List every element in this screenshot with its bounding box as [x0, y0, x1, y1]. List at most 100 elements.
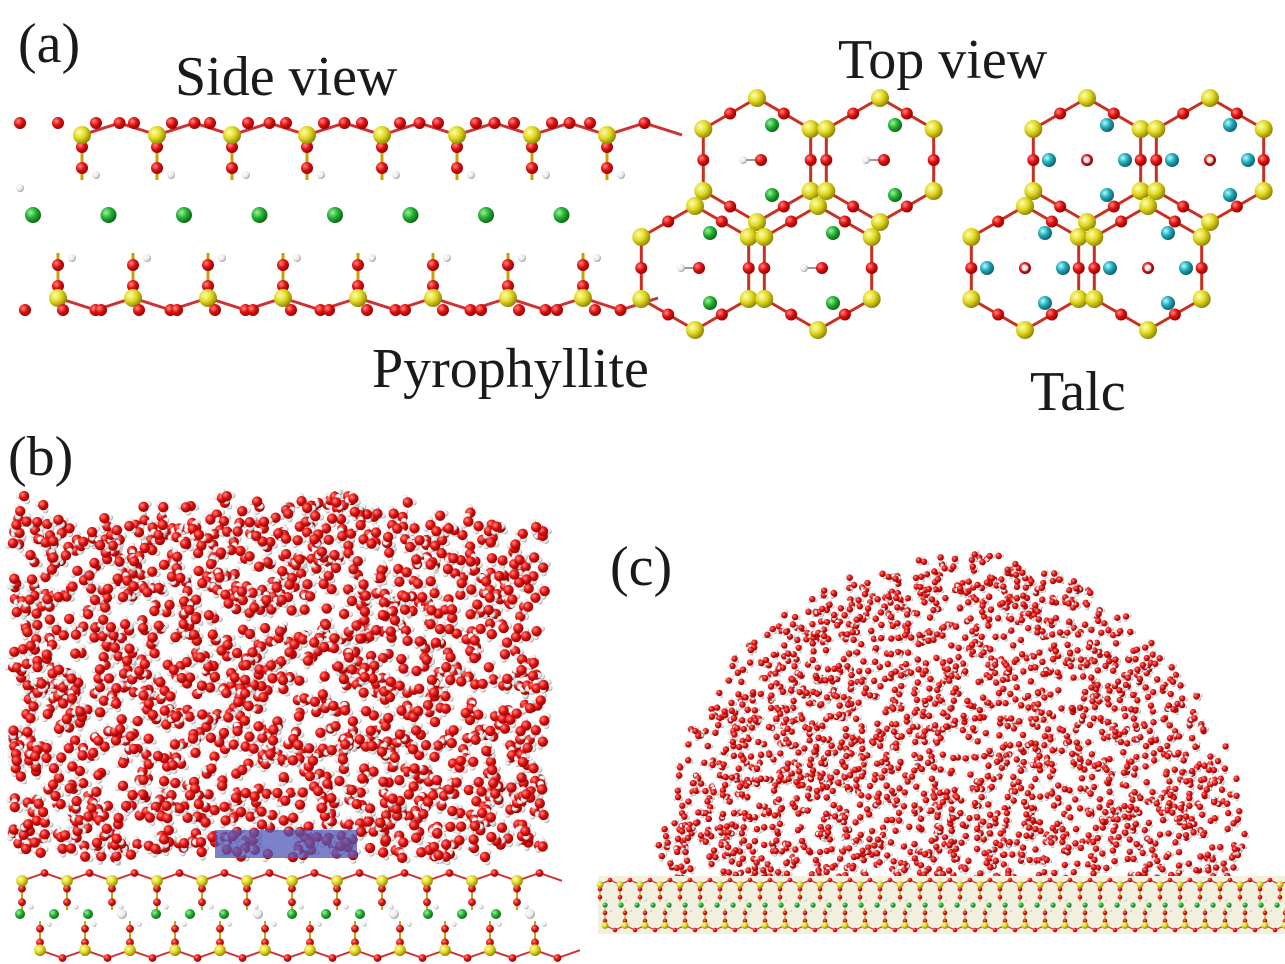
atom [1118, 153, 1132, 167]
atom [481, 746, 491, 756]
atom [448, 553, 458, 563]
atom [219, 516, 229, 526]
atom [441, 703, 451, 713]
atom [196, 847, 206, 857]
atom [1132, 120, 1150, 138]
atom [338, 754, 348, 764]
atom [847, 201, 859, 213]
atom [50, 791, 60, 801]
atom [451, 777, 461, 787]
atom [25, 713, 35, 723]
atom [140, 659, 150, 669]
atom [839, 216, 851, 228]
atom [158, 502, 168, 512]
atom [466, 584, 476, 594]
atom [162, 813, 172, 823]
atom [100, 602, 110, 612]
atom [1241, 153, 1255, 167]
atom [71, 630, 81, 640]
atom [59, 630, 69, 640]
atom [1135, 154, 1147, 166]
atom [427, 259, 439, 271]
atom [350, 507, 360, 517]
atom [536, 695, 546, 705]
atom [348, 493, 358, 503]
atom [1115, 309, 1127, 321]
atom [253, 721, 263, 731]
atom [73, 126, 91, 144]
atom [317, 171, 325, 179]
atom [206, 763, 216, 773]
atom [104, 673, 114, 683]
atom [445, 652, 455, 662]
atom [178, 619, 188, 629]
atom [330, 721, 340, 731]
atom [866, 262, 878, 274]
atom [589, 304, 601, 316]
atom [112, 525, 122, 535]
atom [112, 573, 122, 583]
atom [264, 117, 276, 129]
atom [60, 830, 70, 840]
atom [268, 735, 278, 745]
atom [502, 674, 512, 684]
atom [487, 765, 497, 775]
atom [256, 806, 266, 816]
atom [327, 514, 337, 524]
atom [635, 262, 647, 274]
atom [433, 740, 443, 750]
atom [25, 595, 35, 605]
atom [244, 732, 254, 742]
atom [528, 763, 538, 773]
atom [743, 262, 755, 274]
atom [23, 819, 33, 829]
atom [245, 517, 255, 527]
atom [871, 89, 889, 107]
atom [165, 691, 175, 701]
atom [506, 782, 516, 792]
atom [281, 549, 291, 559]
atom [461, 708, 471, 718]
atom [800, 264, 808, 272]
atom [486, 832, 496, 842]
atom [992, 309, 1004, 321]
atom [9, 574, 19, 584]
atom [265, 749, 275, 759]
atom [189, 629, 199, 639]
atom [279, 772, 289, 782]
atom [470, 117, 482, 129]
atom [437, 304, 449, 316]
atom [528, 671, 538, 681]
atom [1108, 108, 1120, 120]
atom [169, 665, 179, 675]
atom [197, 578, 207, 588]
atom [42, 594, 52, 604]
atom [93, 735, 103, 745]
atom [337, 531, 347, 541]
atom [172, 552, 182, 562]
atom [220, 815, 230, 825]
atom [223, 126, 241, 144]
atom [441, 839, 451, 849]
atom [95, 664, 105, 674]
atom [111, 735, 121, 745]
atom [378, 847, 388, 857]
atom [593, 254, 601, 262]
atom [90, 117, 102, 129]
atom [27, 574, 37, 584]
atom [1024, 120, 1042, 138]
atom [93, 770, 103, 780]
atom [182, 657, 192, 667]
atom [515, 726, 525, 736]
atom [209, 805, 219, 815]
atom [447, 604, 457, 614]
atom [149, 648, 159, 658]
atom [862, 156, 870, 164]
atom [366, 726, 376, 736]
atom [484, 592, 494, 602]
atom [368, 766, 378, 776]
atom [356, 117, 368, 129]
atom [372, 508, 382, 518]
atom [373, 126, 391, 144]
molecular-art [4, 89, 1285, 962]
